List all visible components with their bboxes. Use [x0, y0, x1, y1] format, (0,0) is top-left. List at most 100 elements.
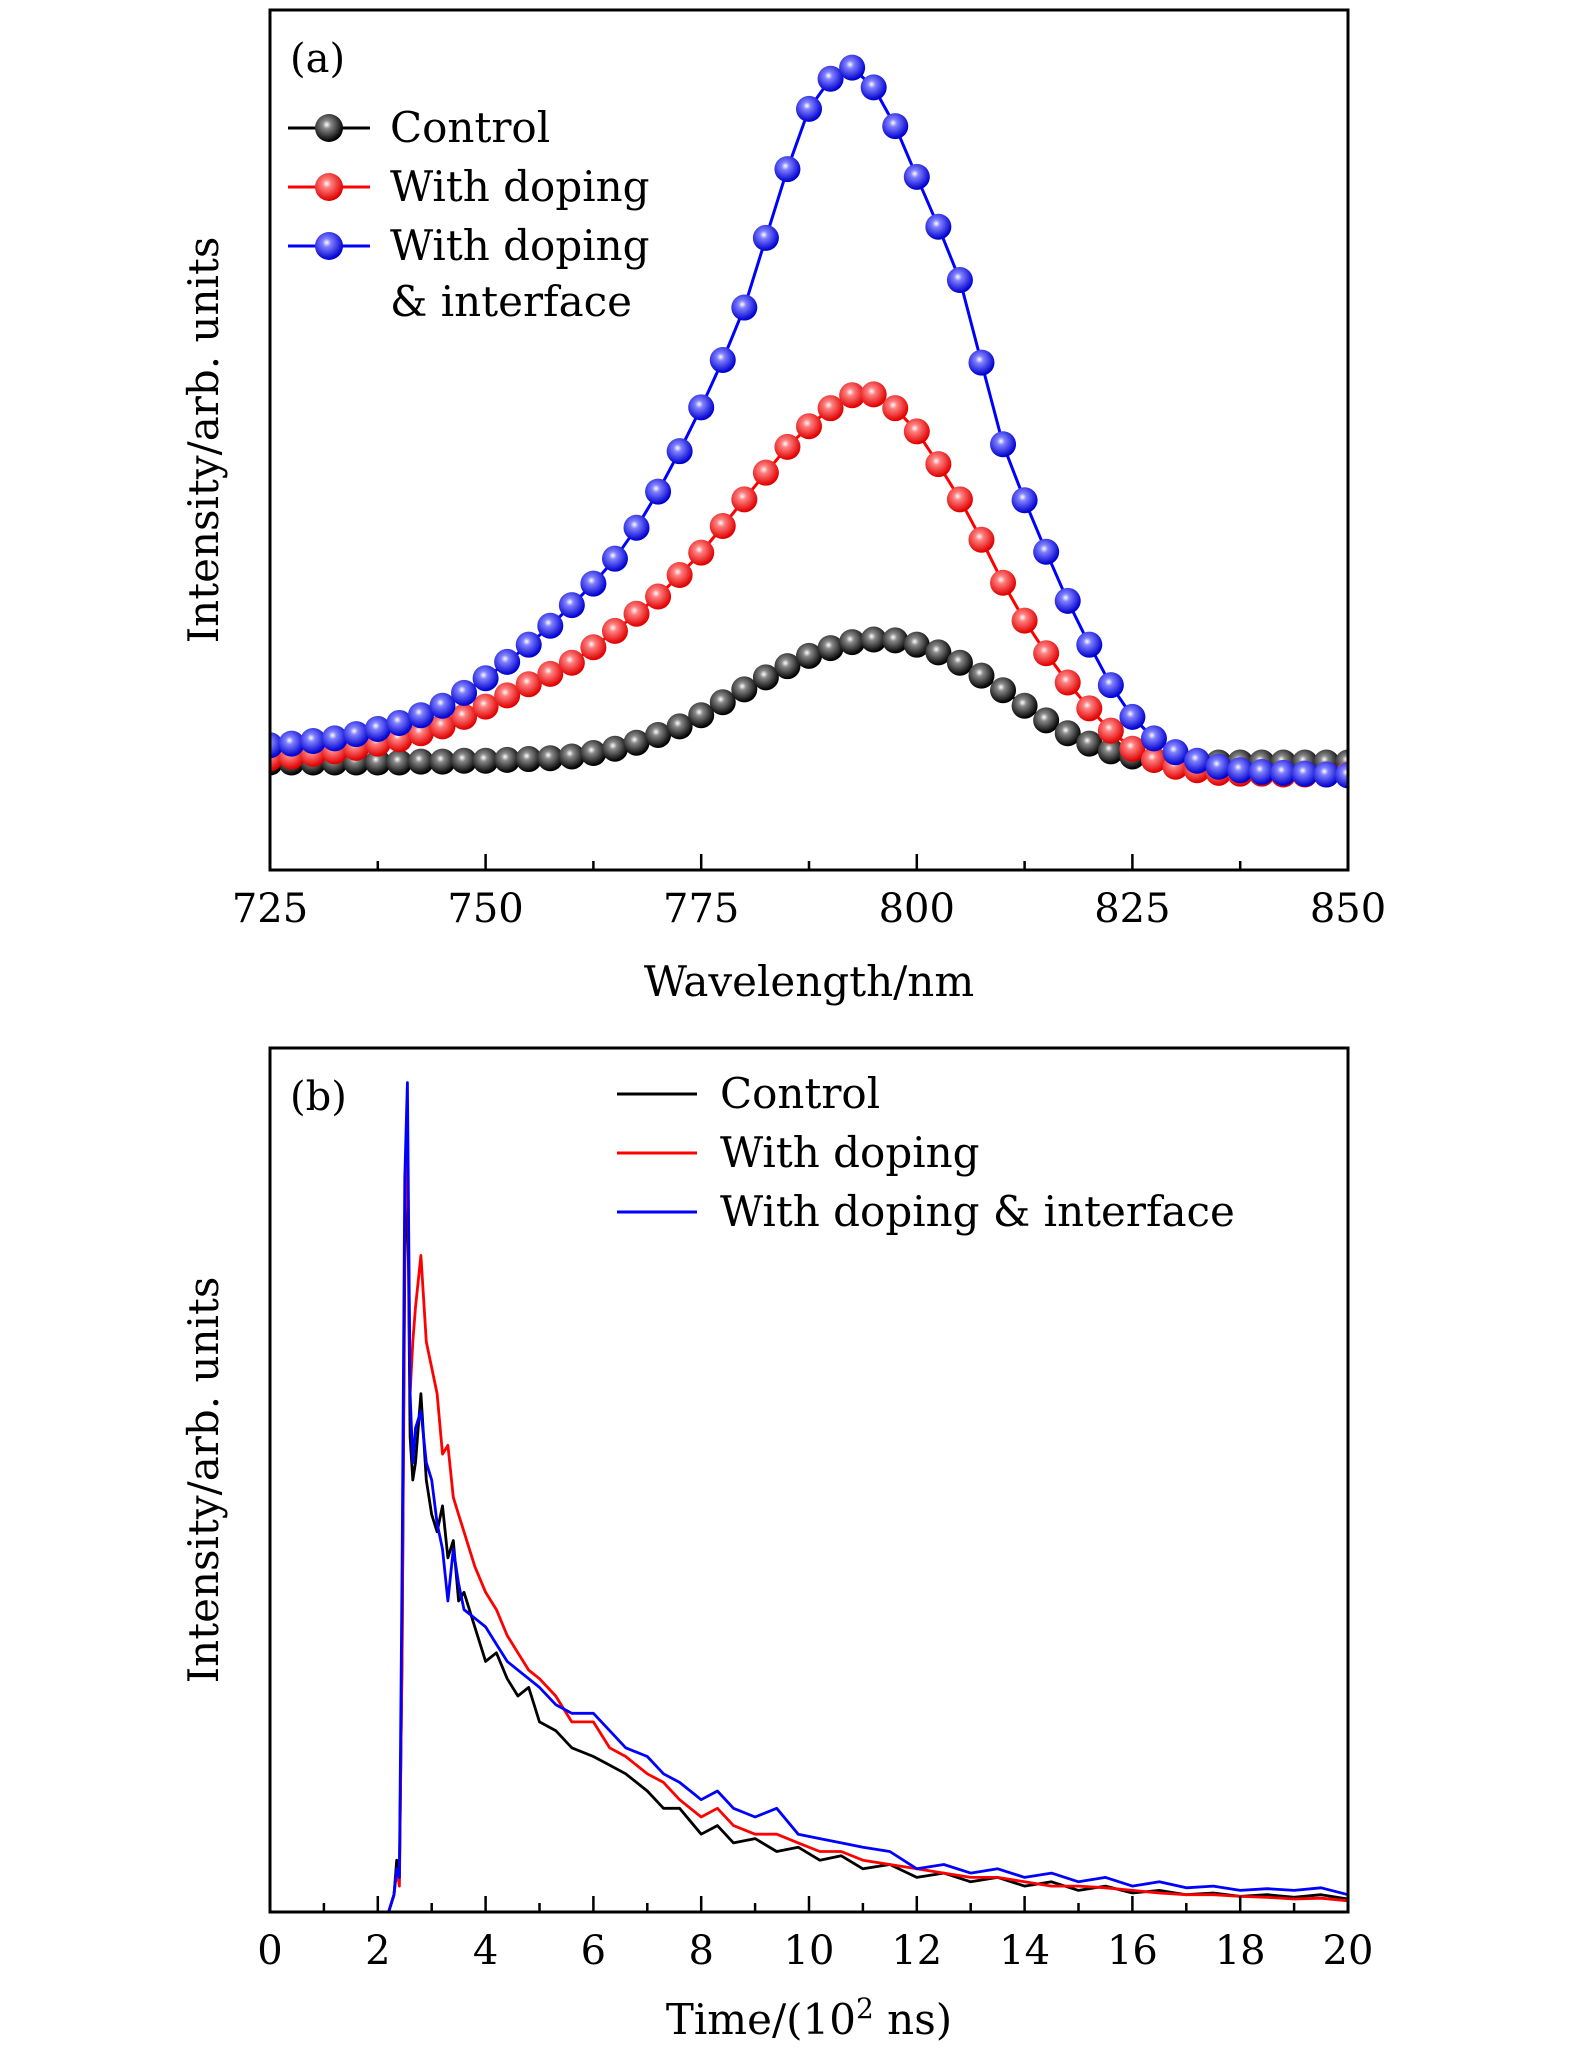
- data-point-control: [731, 676, 758, 703]
- data-point-interface: [1033, 538, 1060, 565]
- data-point-interface: [515, 631, 542, 658]
- data-point-interface: [494, 648, 521, 675]
- data-point-doping: [796, 413, 822, 440]
- data-point-control: [903, 631, 930, 658]
- data-point-interface: [1313, 761, 1340, 788]
- data-point-interface: [903, 163, 930, 190]
- data-point-control: [817, 635, 844, 662]
- data-point-interface: [278, 730, 305, 757]
- data-point-interface: [1270, 759, 1297, 786]
- data-point-interface: [968, 349, 995, 376]
- data-point-interface: [666, 438, 693, 465]
- x-tick-label: 16: [1107, 1928, 1158, 1974]
- x-tick-label: 8: [688, 1928, 713, 1974]
- data-point-interface: [1119, 703, 1146, 730]
- series-interface: [270, 54, 1348, 789]
- data-point-doping: [580, 634, 607, 661]
- data-point-doping: [472, 693, 499, 720]
- data-point-control: [1076, 730, 1103, 757]
- data-point-doping: [968, 526, 995, 553]
- x-tick-label: 18: [1215, 1928, 1266, 1974]
- data-point-interface: [882, 113, 909, 140]
- data-point-doping: [407, 720, 434, 747]
- data-point-control: [796, 642, 822, 669]
- data-point-doping: [925, 451, 952, 478]
- data-point-control: [429, 748, 456, 775]
- data-point-interface: [990, 431, 1017, 458]
- legend-label-doping: With doping: [720, 1128, 980, 1177]
- x-axis-title-b-sup: 2: [856, 1992, 874, 2025]
- data-point-interface: [752, 224, 779, 251]
- data-point-doping: [882, 395, 909, 422]
- x-tick-label: 10: [784, 1928, 835, 1974]
- data-point-control: [968, 662, 995, 689]
- data-point-interface: [1140, 725, 1167, 752]
- x-tick-label: 14: [999, 1928, 1050, 1974]
- data-point-doping: [1076, 695, 1103, 722]
- data-point-control: [1054, 720, 1081, 747]
- data-point-interface: [472, 665, 499, 692]
- data-point-interface: [860, 74, 887, 101]
- data-point-interface: [601, 545, 628, 572]
- y-axis-title-a: Intensity/arb. units: [179, 237, 228, 644]
- legend-marker-doping: [315, 173, 343, 201]
- data-point-control: [946, 649, 973, 676]
- data-point-doping: [494, 682, 521, 709]
- data-point-interface: [1054, 587, 1081, 614]
- x-tick-label: 825: [1094, 886, 1170, 932]
- data-point-control: [688, 702, 715, 729]
- x-tick-label: 4: [473, 1928, 498, 1974]
- data-point-interface: [623, 514, 650, 541]
- x-tick-label: 6: [581, 1928, 606, 1974]
- data-point-doping: [817, 395, 844, 422]
- x-axis-title-b-main: Time/(10: [666, 1995, 856, 2044]
- series-line-interface: [270, 1081, 1348, 1912]
- x-axis-a: 725 750 775 800 825 850: [232, 854, 1386, 932]
- data-point-doping: [515, 671, 542, 698]
- data-point-doping: [623, 600, 650, 627]
- data-point-doping: [774, 433, 801, 460]
- data-point-control: [623, 729, 650, 756]
- data-point-control: [451, 747, 478, 774]
- x-tick-label: 850: [1310, 886, 1386, 932]
- legend-a: Control With doping With doping & interf…: [288, 103, 650, 326]
- legend-label-interface: With doping & interface: [720, 1187, 1235, 1236]
- data-point-interface: [386, 709, 413, 736]
- data-point-interface: [1227, 757, 1254, 784]
- data-point-doping: [429, 713, 456, 740]
- data-point-interface: [343, 721, 370, 748]
- data-point-control: [515, 746, 542, 773]
- data-point-control: [990, 677, 1017, 704]
- x-axis-title-b: Time/(102 ns): [666, 1992, 952, 2044]
- data-point-control: [558, 743, 585, 770]
- data-point-doping: [709, 513, 736, 539]
- x-tick-label: 12: [891, 1928, 942, 1974]
- legend-marker-control: [315, 114, 343, 142]
- series-interface: [270, 1081, 1348, 1912]
- data-point-doping: [666, 562, 693, 589]
- series-doping: [270, 1133, 1348, 1912]
- x-tick-label: 800: [879, 886, 955, 932]
- data-point-interface: [1097, 672, 1124, 699]
- panel-b: 0 2 4 6 8 10 12 14 16 18 20 (b) Time/(102 ns) Inte…: [179, 1046, 1373, 2044]
- data-point-interface: [709, 347, 736, 374]
- data-point-doping: [537, 660, 564, 687]
- x-tick-label: 20: [1323, 1928, 1374, 1974]
- data-point-interface: [1248, 758, 1275, 785]
- data-point-interface: [688, 394, 715, 421]
- data-point-interface: [451, 679, 478, 706]
- data-point-interface: [731, 294, 758, 321]
- plot-area-b: [270, 1081, 1348, 1912]
- data-point-doping: [1119, 735, 1146, 762]
- data-point-interface: [558, 592, 585, 619]
- data-point-doping: [946, 486, 973, 513]
- data-point-control: [386, 749, 413, 776]
- x-axis-b: 0 2 4 6 8 10 12 14 16 18 20: [257, 1896, 1373, 1974]
- data-point-interface: [1335, 762, 1348, 789]
- data-point-interface: [1076, 631, 1103, 658]
- data-point-control: [645, 721, 672, 748]
- series-control: [270, 1150, 1348, 1912]
- data-point-doping: [558, 649, 585, 676]
- x-axis-title-a: Wavelength/nm: [644, 957, 974, 1006]
